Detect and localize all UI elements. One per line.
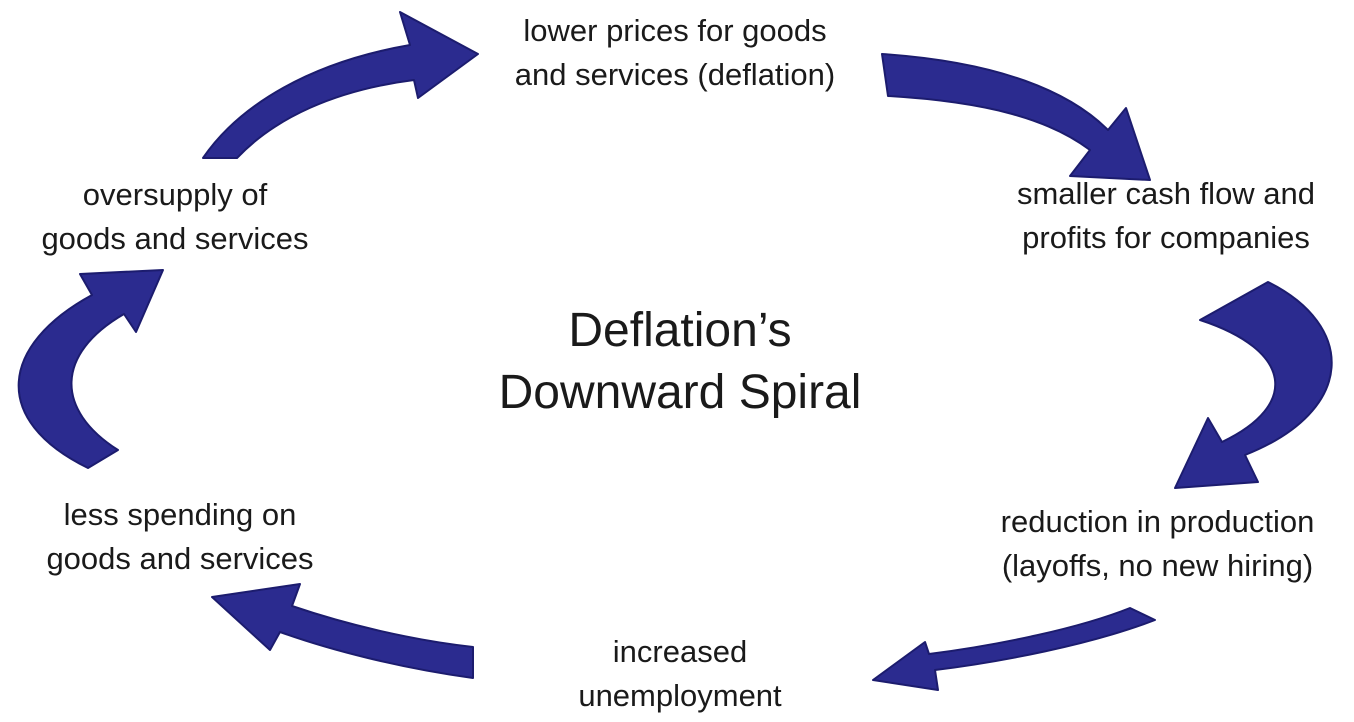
node-reduction-line1: reduction in production xyxy=(1000,504,1315,539)
node-smaller-cash-flow: smaller cash flow and profits for compan… xyxy=(990,172,1342,260)
node-unemployment-line1: increased xyxy=(612,634,748,669)
node-smaller-cash-flow-line1: smaller cash flow and xyxy=(1016,176,1316,211)
arrow-less-spending-to-oversupply xyxy=(17,269,164,469)
arrow-oversupply-to-lower-prices xyxy=(202,11,479,159)
node-less-spending-line2: goods and services xyxy=(46,541,314,576)
arrow-group xyxy=(17,11,1333,691)
node-oversupply-line2: goods and services xyxy=(41,221,309,256)
node-lower-prices: lower prices for goods and services (def… xyxy=(470,9,880,97)
arrow-lower-prices-to-smaller-cash-flow xyxy=(881,53,1151,181)
arrow-reduction-to-unemployment xyxy=(872,607,1156,691)
diagram-title-line2: Downward Spiral xyxy=(498,366,862,419)
node-reduction-in-production: reduction in production (layoffs, no new… xyxy=(965,500,1350,588)
arrow-smaller-cash-flow-to-reduction xyxy=(1174,281,1333,489)
node-less-spending: less spending on goods and services xyxy=(20,493,340,581)
node-smaller-cash-flow-line2: profits for companies xyxy=(1022,220,1310,255)
diagram-title: Deflation’s Downward Spiral xyxy=(430,300,930,424)
node-lower-prices-line2: and services (deflation) xyxy=(514,57,836,92)
node-reduction-line2: (layoffs, no new hiring) xyxy=(1001,548,1314,583)
node-unemployment-line2: unemployment xyxy=(578,678,782,713)
node-oversupply: oversupply of goods and services xyxy=(10,173,340,261)
diagram-title-line1: Deflation’s xyxy=(568,304,792,357)
node-less-spending-line1: less spending on xyxy=(63,497,297,532)
node-lower-prices-line1: lower prices for goods xyxy=(523,13,827,48)
node-oversupply-line1: oversupply of xyxy=(82,177,268,212)
arrow-unemployment-to-less-spending xyxy=(211,583,474,679)
node-increased-unemployment: increased unemployment xyxy=(520,630,840,718)
